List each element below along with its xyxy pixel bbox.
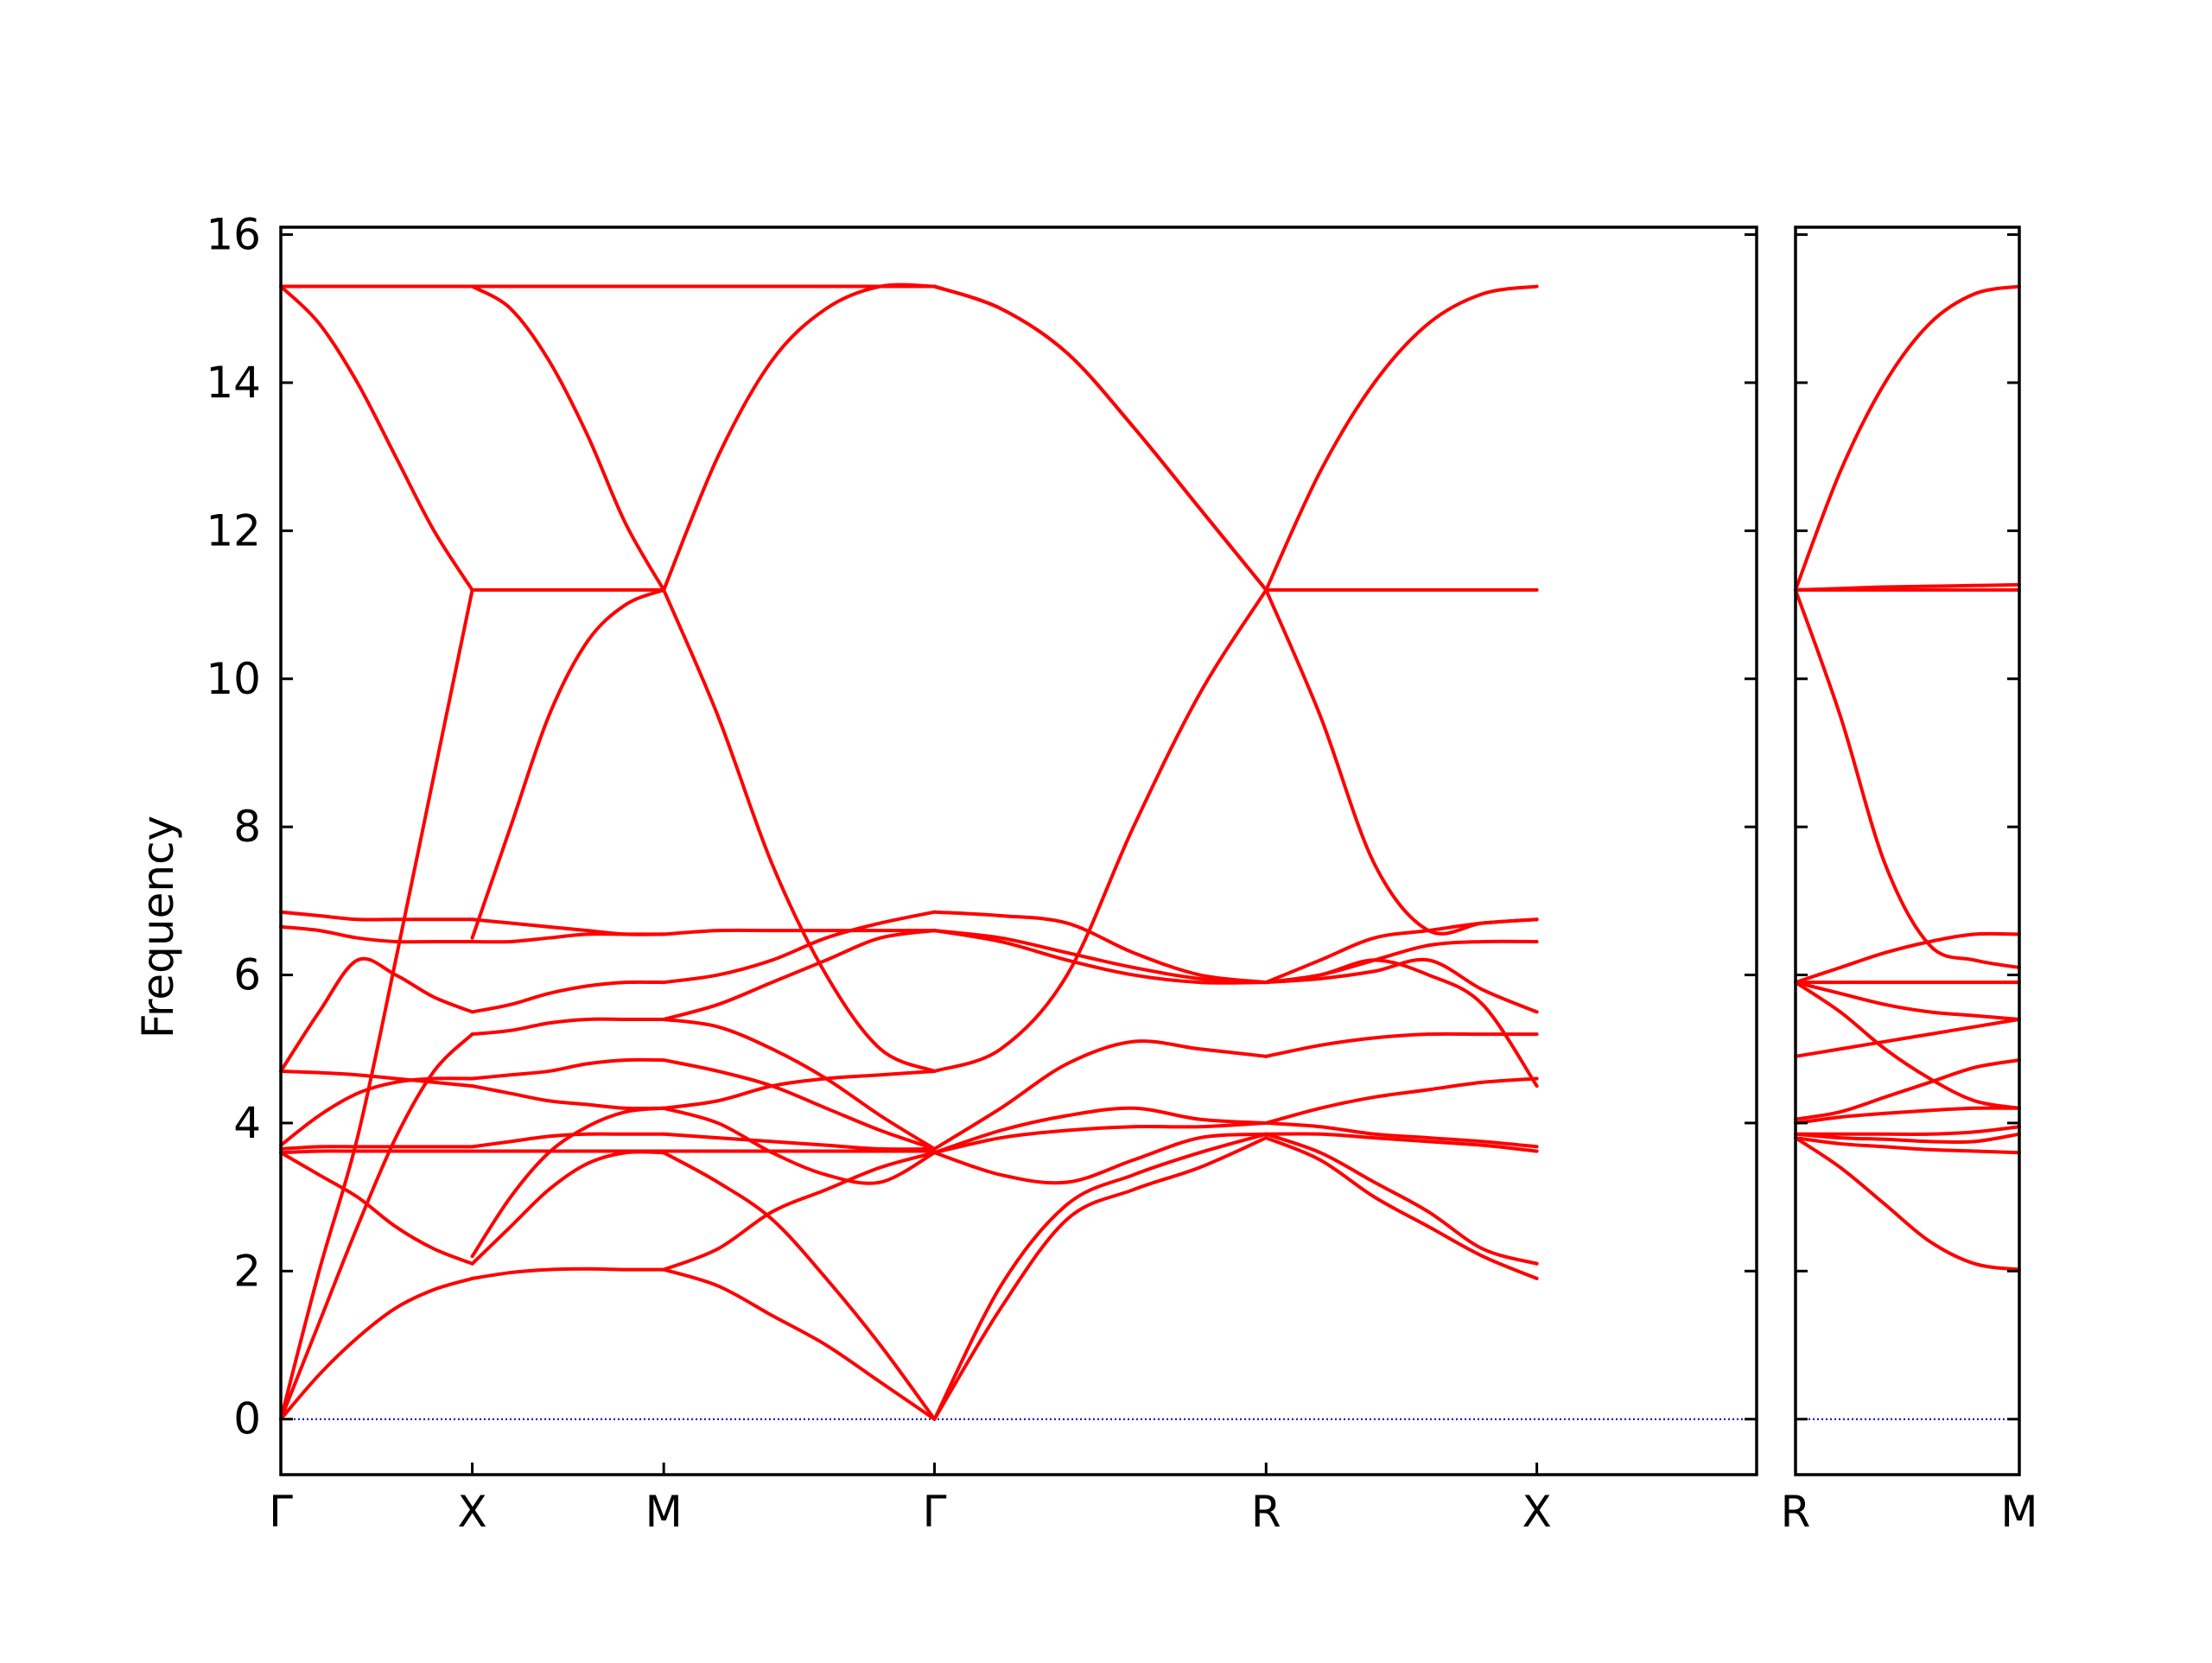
band-line-panel0-seg0-band4 <box>279 1149 474 1155</box>
y-tick-label: 6 <box>233 950 261 1000</box>
x-tick-label: Γ <box>923 1487 947 1537</box>
x-tick-label: M <box>645 1487 683 1537</box>
band-line-panel0-seg2-band11 <box>662 928 937 936</box>
bands-layer <box>279 282 2021 1421</box>
band-line-panel0-seg3-band7 <box>932 929 1268 985</box>
band-line-panel0-seg4-band2 <box>1264 1132 1539 1153</box>
band-line-panel0-seg1-band13 <box>470 284 666 592</box>
band-line-panel0-seg0-band8 <box>279 956 474 1073</box>
band-line-panel0-seg4-band4 <box>1264 1076 1539 1125</box>
band-line-panel0-seg3-band9 <box>932 910 1268 985</box>
band-line-panel0-seg3-band0 <box>932 1136 1268 1421</box>
band-line-panel1-seg0-band1 <box>1794 1136 2021 1155</box>
band-line-panel0-seg1-band10 <box>470 917 666 936</box>
band-line-panel0-seg2-band13 <box>662 282 937 592</box>
band-line-panel1-seg0-band13 <box>1794 582 2021 592</box>
band-line-panel0-seg1-band0 <box>470 1266 666 1280</box>
band-line-panel1-seg0-band14 <box>1794 284 2021 592</box>
band-line-panel0-seg2-band10 <box>662 910 937 985</box>
band-line-panel1-seg0-band3 <box>1794 1125 2021 1136</box>
band-line-panel0-seg4-band0 <box>1264 1136 1539 1280</box>
band-line-panel1-seg0-band8 <box>1794 981 2021 1021</box>
plot-frame-panel1 <box>1794 225 2021 1476</box>
band-line-panel0-seg3-band11 <box>932 284 1268 592</box>
x-tick-label: R <box>1251 1487 1281 1537</box>
y-tick-label: 12 <box>206 505 261 555</box>
y-tick-label: 2 <box>233 1246 261 1296</box>
y-axis-label: Frequency <box>133 816 183 1038</box>
band-line-panel1-seg0-band0 <box>1794 1136 2021 1272</box>
band-line-panel0-seg3-band1 <box>932 1132 1268 1421</box>
band-line-panel0-seg1-band1 <box>470 1150 666 1266</box>
band-line-panel0-seg0-band5 <box>279 1145 474 1151</box>
band-line-panel0-seg1-band12 <box>470 587 666 940</box>
band-line-panel0-seg3-band2 <box>932 1132 1268 1185</box>
band-line-panel0-seg4-band10 <box>1264 587 1539 936</box>
band-line-panel1-seg0-band11 <box>1794 587 2021 969</box>
band-line-panel1-seg0-band7 <box>1794 981 2021 1110</box>
band-line-panel0-seg1-band5 <box>470 1084 666 1111</box>
band-line-panel0-seg4-band12 <box>1264 284 1539 592</box>
band-line-panel0-seg4-band3 <box>1264 1120 1539 1149</box>
band-line-panel0-seg2-band6 <box>662 1069 937 1110</box>
band-line-panel0-seg2-band9 <box>662 929 937 1021</box>
band-line-panel0-seg2-band4 <box>662 1132 937 1152</box>
band-line-panel0-seg0-band9 <box>279 924 474 944</box>
band-line-panel0-seg3-band8 <box>932 929 1268 985</box>
band-line-panel0-seg2-band1 <box>662 1151 937 1421</box>
band-line-panel0-seg0-band7 <box>279 1069 474 1089</box>
y-tick-label: 8 <box>233 802 261 852</box>
band-line-panel0-seg0-band3 <box>279 1151 474 1266</box>
band-line-panel0-seg3-band4 <box>932 1106 1268 1155</box>
band-line-panel0-seg4-band5 <box>1264 1031 1539 1058</box>
x-tick-label: M <box>2000 1487 2037 1537</box>
band-line-panel1-seg0-band6 <box>1794 1017 2021 1058</box>
band-line-panel0-seg3-band10 <box>932 284 1268 592</box>
band-line-panel0-seg1-band6 <box>470 1057 666 1081</box>
band-line-panel0-seg0-band0 <box>279 1276 474 1421</box>
y-tick-label: 16 <box>206 210 261 260</box>
band-line-panel0-seg0-band10 <box>279 910 474 922</box>
band-line-panel0-seg1-band7 <box>470 1017 666 1037</box>
band-line-panel0-seg0-band6 <box>279 1076 474 1147</box>
band-line-panel0-seg2-band8 <box>662 1017 937 1151</box>
band-line-panel0-seg4-band1 <box>1264 1132 1539 1266</box>
band-line-panel1-seg0-band10 <box>1794 931 2021 985</box>
y-tick-label: 14 <box>206 358 261 408</box>
x-tick-label: R <box>1781 1487 1811 1537</box>
y-tick-label: 10 <box>206 654 261 704</box>
band-line-panel0-seg4-band7 <box>1264 957 1539 1014</box>
band-line-panel0-seg1-band4 <box>470 1132 666 1149</box>
plot-frame-panel0 <box>279 225 1758 1476</box>
x-tick-label: Γ <box>269 1487 293 1537</box>
band-line-panel0-seg3-band6 <box>932 587 1268 1073</box>
band-line-panel0-seg3-band3 <box>932 1120 1268 1155</box>
band-line-panel0-seg1-band2 <box>470 1106 666 1259</box>
band-line-panel0-seg2-band2 <box>662 1151 937 1272</box>
x-tick-label: X <box>457 1487 486 1537</box>
band-line-panel1-seg0-band5 <box>1794 1058 2021 1121</box>
band-line-panel0-seg0-band11 <box>279 284 474 592</box>
x-tick-label: X <box>1522 1487 1551 1537</box>
axes-layer: Γ X M Γ R X R M 0 2 4 6 8 10 12 14 16 <box>206 210 2037 1537</box>
y-tick-label: 4 <box>233 1098 261 1148</box>
band-line-panel0-seg2-band12 <box>662 587 937 1073</box>
band-line-panel0-seg2-band5 <box>662 1106 937 1185</box>
band-line-panel0-seg2-band0 <box>662 1267 937 1421</box>
band-line-panel0-seg1-band8 <box>470 980 666 1014</box>
band-line-panel0-seg2-band7 <box>662 1058 937 1151</box>
band-line-panel0-seg3-band5 <box>932 1039 1268 1151</box>
band-line-panel0-seg0-band1 <box>279 1032 474 1421</box>
band-line-panel1-seg0-band4 <box>1794 1106 2021 1125</box>
band-line-panel1-seg0-band2 <box>1794 1132 2021 1145</box>
y-tick-label: 0 <box>233 1394 261 1444</box>
band-line-panel0-seg4-band8 <box>1264 939 1539 985</box>
band-line-panel0-seg0-band2 <box>279 587 474 1421</box>
